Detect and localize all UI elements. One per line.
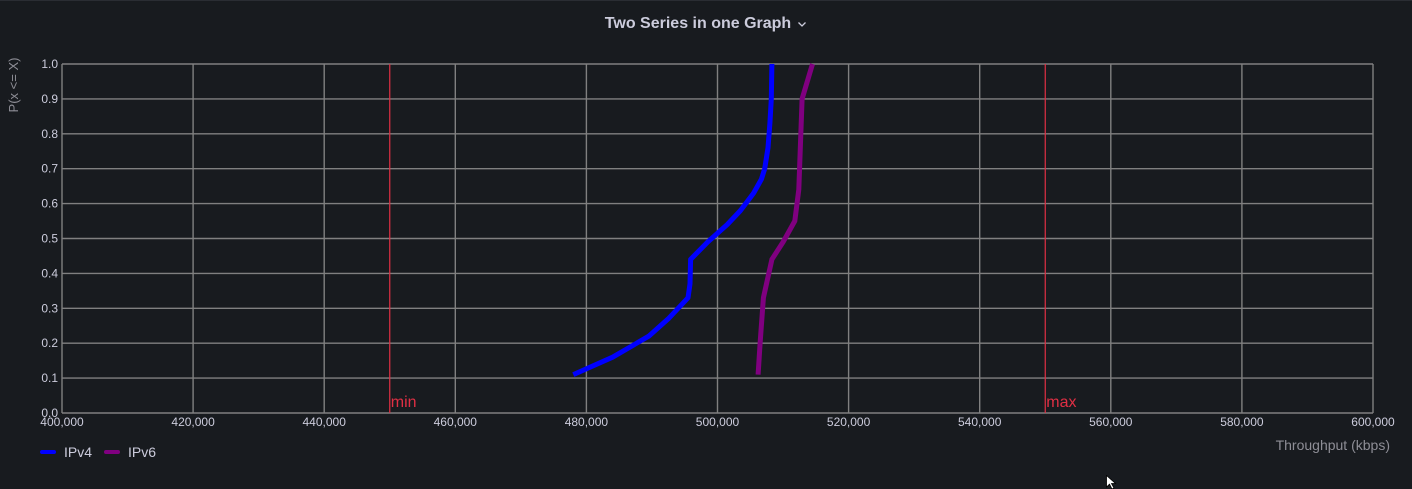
x-tick-label: 520,000 bbox=[827, 415, 871, 429]
y-tick-label: 0.1 bbox=[41, 371, 58, 385]
y-tick-label: 1.0 bbox=[41, 57, 58, 71]
x-tick-label: 400,000 bbox=[40, 415, 84, 429]
legend-swatch bbox=[104, 450, 121, 454]
legend-label: IPv4 bbox=[64, 444, 93, 460]
y-tick-label: 0.7 bbox=[41, 162, 58, 176]
panel-header[interactable]: Two Series in one Graph bbox=[0, 11, 1412, 37]
threshold-label-min: min bbox=[391, 394, 417, 411]
series-line-ipv6[interactable] bbox=[755, 63, 815, 375]
y-tick-label: 0.0 bbox=[41, 406, 58, 420]
threshold-label-max: max bbox=[1046, 394, 1076, 411]
x-tick-label: 500,000 bbox=[696, 415, 740, 429]
y-tick-label: 0.6 bbox=[41, 197, 58, 211]
y-tick-label: 0.4 bbox=[41, 266, 58, 280]
panel-title[interactable]: Two Series in one Graph bbox=[604, 15, 792, 32]
legend-item-ipv6[interactable]: IPv6 bbox=[104, 444, 156, 460]
y-tick-label: 0.2 bbox=[41, 336, 58, 350]
y-axis-label: P(x <= X) bbox=[6, 58, 21, 113]
mouse-pointer-icon bbox=[1106, 475, 1117, 489]
series-line-ipv4[interactable] bbox=[572, 63, 775, 377]
legend-swatch bbox=[40, 450, 56, 454]
legend: IPv4 IPv6 bbox=[40, 444, 168, 460]
x-axis-label: Throughput (kbps) bbox=[1276, 437, 1390, 453]
x-tick-label: 560,000 bbox=[1089, 415, 1133, 429]
legend-item-ipv4[interactable]: IPv4 bbox=[40, 444, 92, 460]
x-tick-label: 460,000 bbox=[434, 415, 478, 429]
y-tick-label: 0.5 bbox=[41, 232, 58, 246]
y-tick-label: 0.3 bbox=[41, 301, 58, 315]
y-tick-label: 0.9 bbox=[41, 92, 58, 106]
x-tick-label: 440,000 bbox=[303, 415, 347, 429]
legend-label: IPv6 bbox=[128, 444, 157, 460]
x-tick-label: 540,000 bbox=[958, 415, 1002, 429]
x-tick-label: 580,000 bbox=[1220, 415, 1264, 429]
x-tick-label: 480,000 bbox=[565, 415, 609, 429]
y-tick-label: 0.8 bbox=[41, 127, 58, 141]
chevron-down-icon[interactable] bbox=[797, 19, 807, 29]
x-tick-label: 600,000 bbox=[1351, 415, 1395, 429]
x-tick-label: 420,000 bbox=[171, 415, 215, 429]
